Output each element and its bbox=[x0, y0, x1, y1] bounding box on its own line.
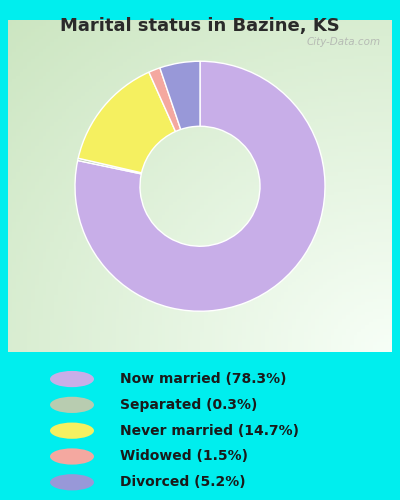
Text: Widowed (1.5%): Widowed (1.5%) bbox=[120, 450, 248, 464]
Text: Divorced (5.2%): Divorced (5.2%) bbox=[120, 476, 246, 490]
Wedge shape bbox=[149, 68, 181, 132]
Wedge shape bbox=[75, 61, 325, 311]
Circle shape bbox=[50, 422, 94, 439]
Circle shape bbox=[50, 474, 94, 490]
Text: Marital status in Bazine, KS: Marital status in Bazine, KS bbox=[60, 18, 340, 36]
Wedge shape bbox=[160, 61, 200, 130]
Text: Separated (0.3%): Separated (0.3%) bbox=[120, 398, 257, 412]
Text: Never married (14.7%): Never married (14.7%) bbox=[120, 424, 299, 438]
Wedge shape bbox=[78, 158, 142, 174]
Circle shape bbox=[50, 371, 94, 387]
Text: Now married (78.3%): Now married (78.3%) bbox=[120, 372, 286, 386]
Text: City-Data.com: City-Data.com bbox=[306, 36, 380, 46]
Circle shape bbox=[50, 397, 94, 413]
Circle shape bbox=[50, 448, 94, 464]
Wedge shape bbox=[78, 72, 176, 173]
